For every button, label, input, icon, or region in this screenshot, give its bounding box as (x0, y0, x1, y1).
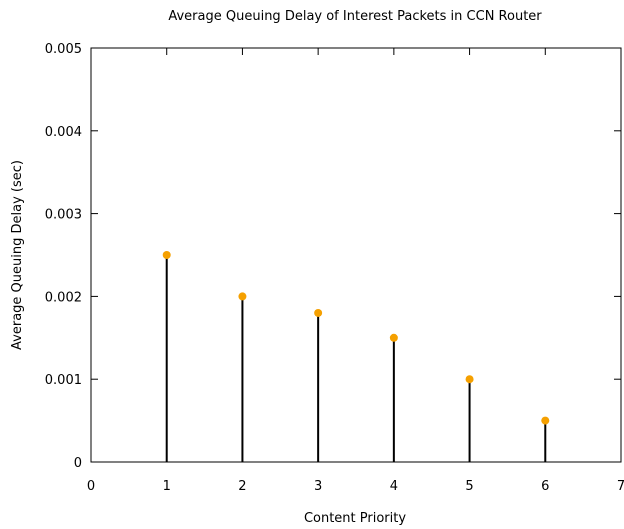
x-tick-label: 4 (390, 479, 398, 494)
x-axis-label: Content Priority (304, 511, 406, 526)
data-point (162, 251, 171, 259)
x-tick-label: 7 (617, 479, 624, 494)
y-tick-label: 0.005 (45, 42, 82, 57)
x-tick-label: 1 (163, 479, 171, 494)
data-point (389, 333, 398, 342)
plot-frame (90, 47, 622, 463)
data-point (238, 292, 247, 301)
x-tick-label: 6 (541, 479, 549, 494)
y-tick-label: 0.004 (45, 125, 82, 140)
y-tick-label: 0.002 (45, 290, 82, 305)
data-point (314, 308, 323, 317)
data-point (465, 375, 474, 384)
y-tick-label: 0 (74, 456, 82, 471)
x-tick-label: 0 (87, 479, 95, 494)
y-axis-label: Average Queuing Delay (sec) (10, 160, 25, 350)
data-point (541, 416, 550, 425)
x-tick-label: 5 (465, 479, 473, 494)
chart-title: Average Queuing Delay of Interest Packet… (168, 9, 542, 24)
x-tick-label: 2 (238, 479, 246, 494)
x-tick-label: 3 (314, 479, 322, 494)
y-tick-label: 0.003 (45, 208, 82, 223)
data-series (162, 251, 550, 462)
y-axis: 0 0.001 0.002 0.003 0.004 0.005 (45, 42, 621, 471)
y-tick-label: 0.001 (45, 373, 82, 388)
